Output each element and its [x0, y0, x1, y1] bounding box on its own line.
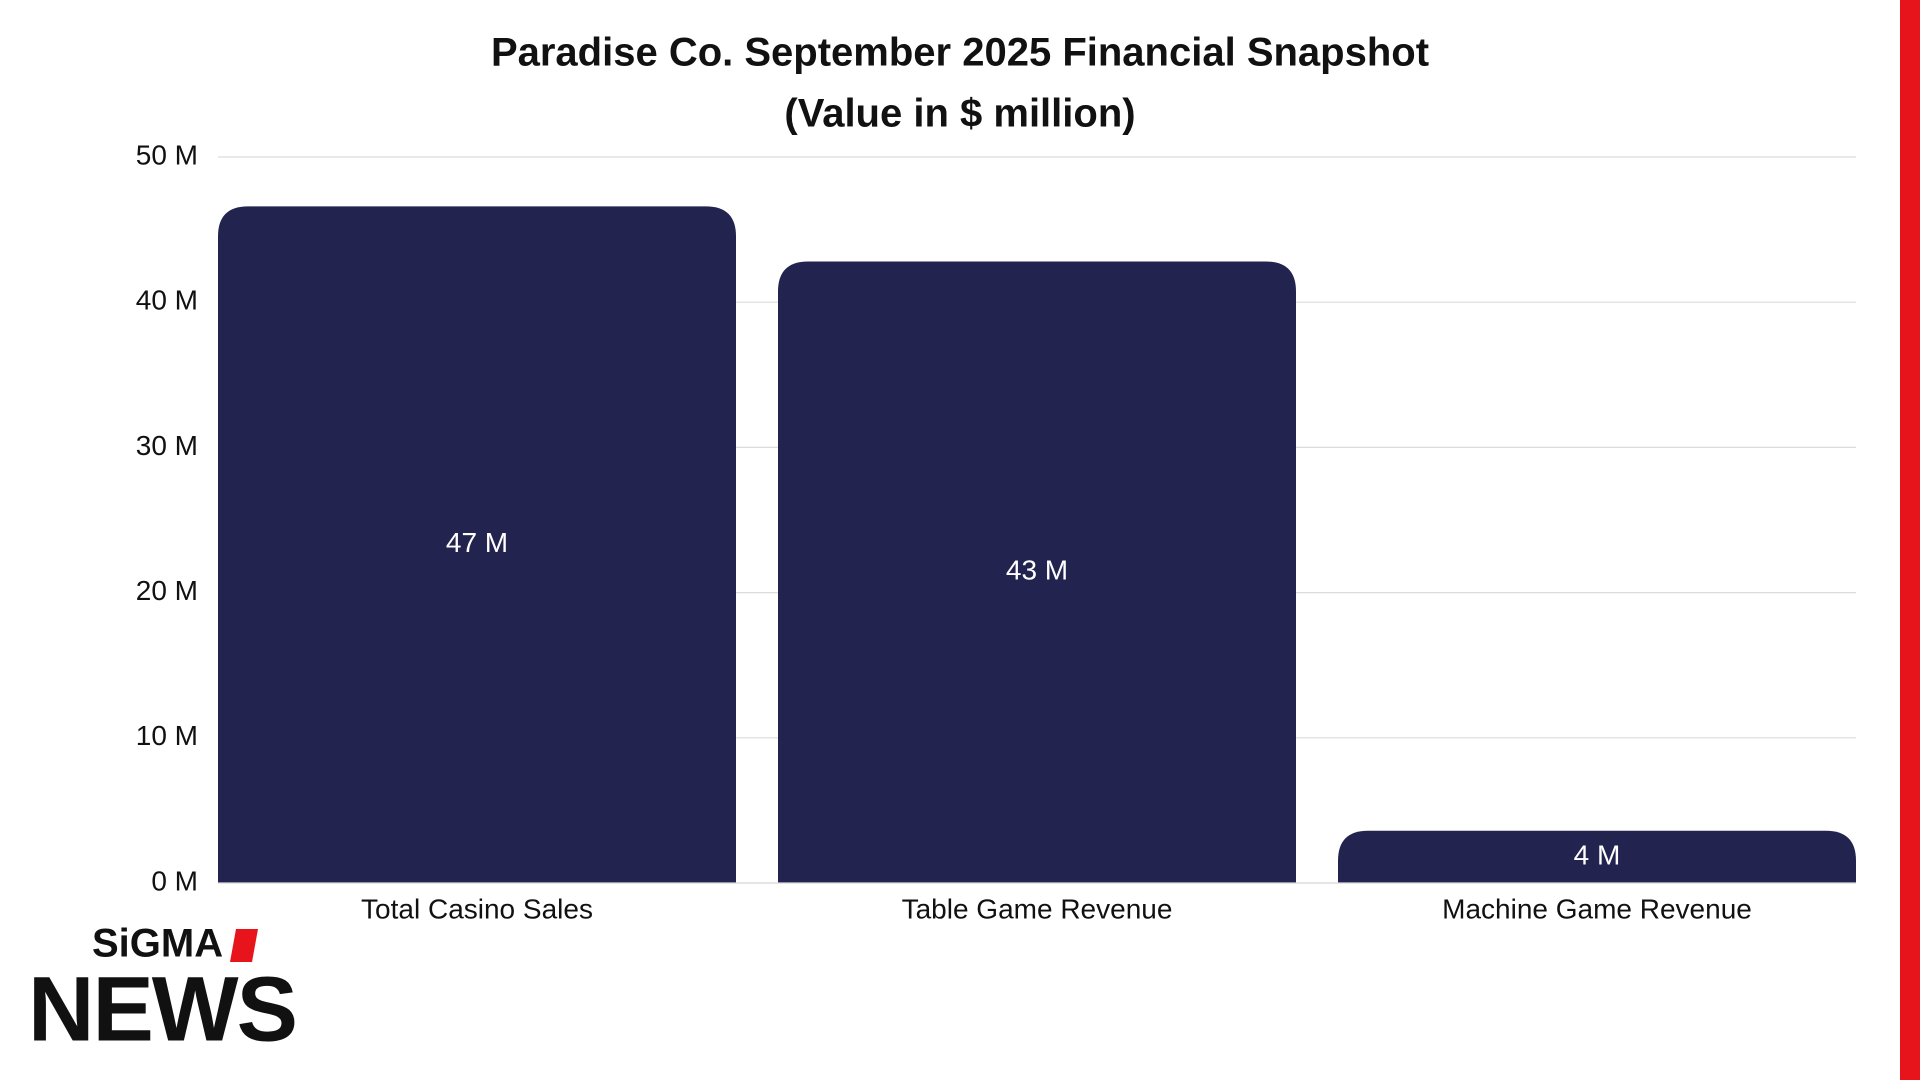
chart-title: Paradise Co. September 2025 Financial Sn… [491, 31, 1429, 75]
x-tick-label: Table Game Revenue [902, 893, 1173, 924]
y-tick-label: 20 M [136, 575, 198, 606]
bar [218, 206, 736, 884]
bar [778, 261, 1296, 883]
logo-brand: SiGMA [92, 922, 223, 966]
edge-stripe [1900, 0, 1920, 1080]
value-label: 43 M [1006, 555, 1068, 586]
logo-mark [230, 929, 258, 962]
y-tick-label: 40 M [136, 285, 198, 316]
x-tick-label: Machine Game Revenue [1442, 893, 1752, 924]
y-tick-label: 30 M [136, 430, 198, 461]
chart-subtitle: (Value in $ million) [784, 92, 1135, 136]
value-label: 4 M [1574, 839, 1621, 870]
bar [1338, 830, 1856, 883]
y-tick-label: 0 M [151, 865, 198, 896]
y-tick-label: 10 M [136, 720, 198, 751]
logo-name: NEWS [28, 958, 296, 1060]
y-tick-label: 50 M [136, 139, 198, 170]
x-tick-label: Total Casino Sales [361, 893, 593, 924]
value-label: 47 M [446, 527, 508, 558]
